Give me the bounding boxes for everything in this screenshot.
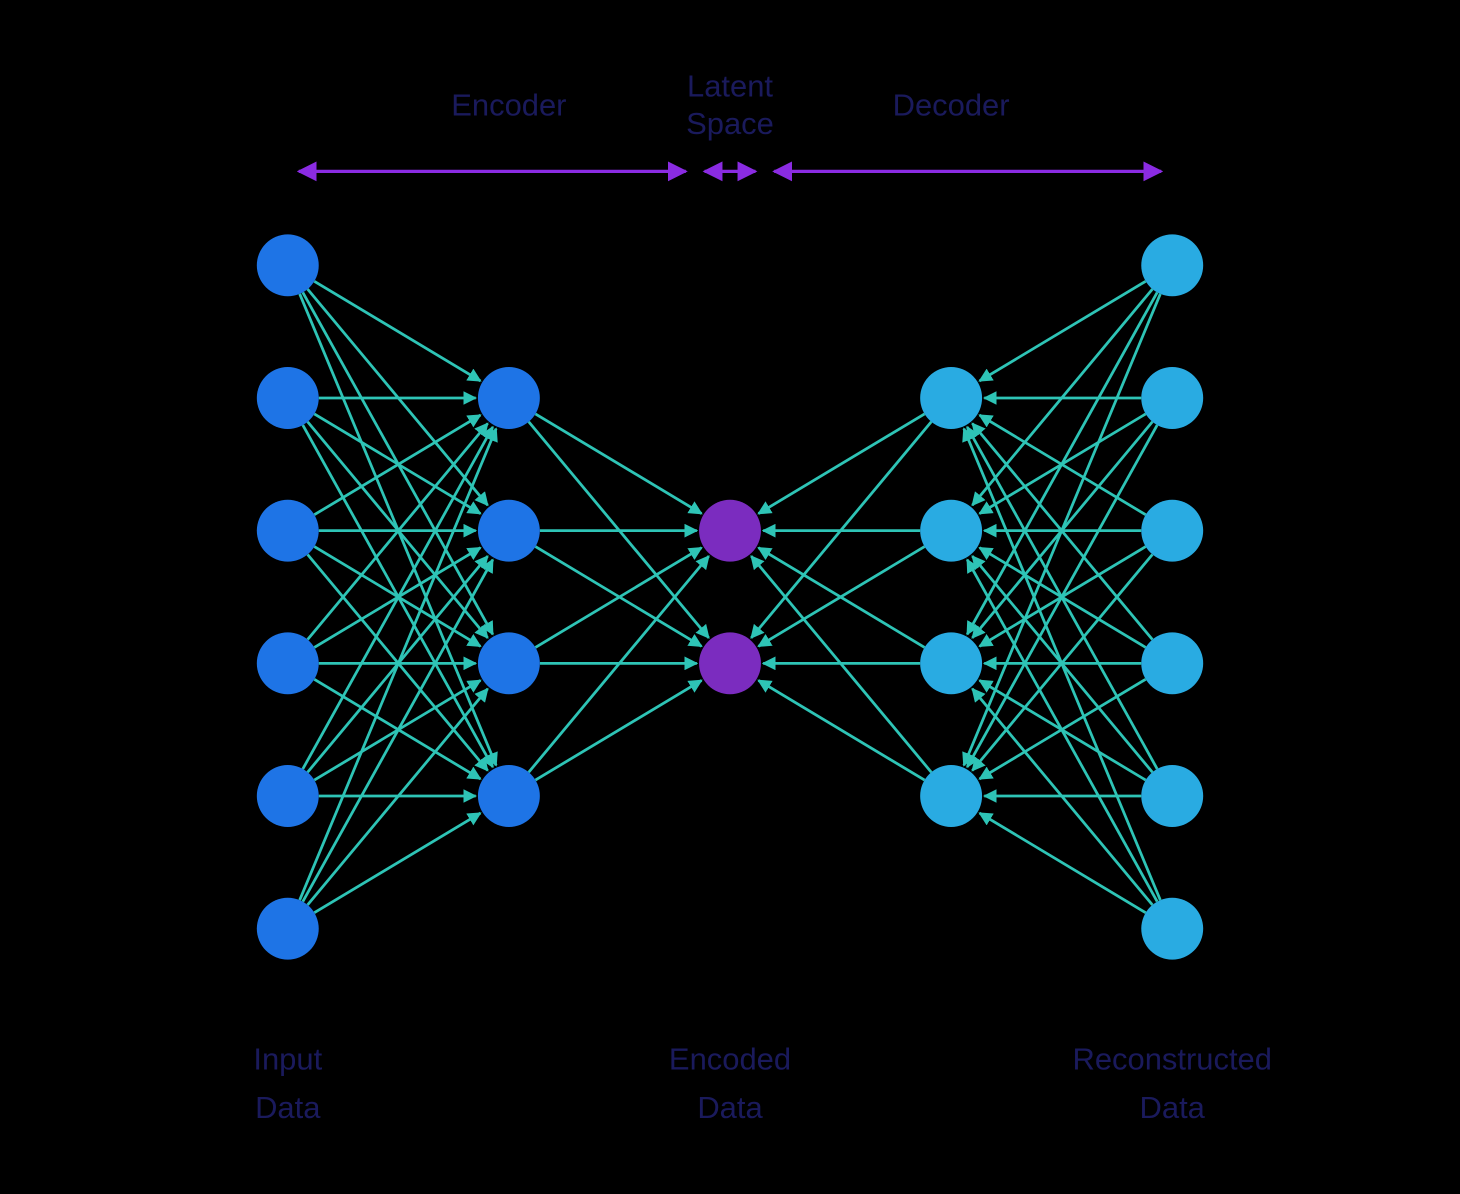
node-output	[1141, 632, 1203, 694]
bottom-label: Reconstructed	[1072, 1042, 1271, 1077]
edge	[535, 414, 701, 514]
autoencoder-diagram: Encoder LatentSpace Decoder Input Data Encod…	[0, 0, 1460, 1194]
node-input	[257, 632, 319, 694]
bottom-label: Data	[1140, 1090, 1206, 1125]
node-encoder_h	[478, 765, 540, 827]
node-decoder_h	[920, 500, 982, 562]
node-decoder_h	[920, 765, 982, 827]
node-decoder_h	[920, 367, 982, 429]
node-encoder_h	[478, 500, 540, 562]
top-label: Decoder	[893, 87, 1010, 122]
edge	[758, 414, 924, 514]
top-label: Latent	[687, 69, 773, 104]
node-output	[1141, 898, 1203, 960]
edge	[314, 281, 480, 381]
node-input	[257, 500, 319, 562]
bottom-label: Encoded	[669, 1042, 791, 1077]
node-output	[1141, 765, 1203, 827]
edges	[300, 281, 1161, 912]
edge	[314, 813, 480, 913]
top-label: Space	[686, 106, 774, 141]
node-input	[257, 234, 319, 296]
edge	[535, 680, 701, 780]
bottom-label: Data	[697, 1090, 763, 1125]
bottom-label: Data	[255, 1090, 321, 1125]
edge	[980, 281, 1146, 381]
node-output	[1141, 367, 1203, 429]
node-input	[257, 367, 319, 429]
node-decoder_h	[920, 632, 982, 694]
node-input	[257, 898, 319, 960]
node-latent	[699, 632, 761, 694]
node-latent	[699, 500, 761, 562]
bottom-label: Input	[253, 1042, 322, 1077]
node-output	[1141, 500, 1203, 562]
bottom-labels: Input Data Encoded Data Reconstructed Data	[253, 1042, 1272, 1126]
node-encoder_h	[478, 367, 540, 429]
node-encoder_h	[478, 632, 540, 694]
edge	[980, 813, 1146, 913]
node-input	[257, 765, 319, 827]
top-label: Encoder	[451, 87, 566, 122]
top-labels: Encoder LatentSpace Decoder	[451, 69, 1009, 142]
edge	[758, 680, 924, 780]
node-output	[1141, 234, 1203, 296]
